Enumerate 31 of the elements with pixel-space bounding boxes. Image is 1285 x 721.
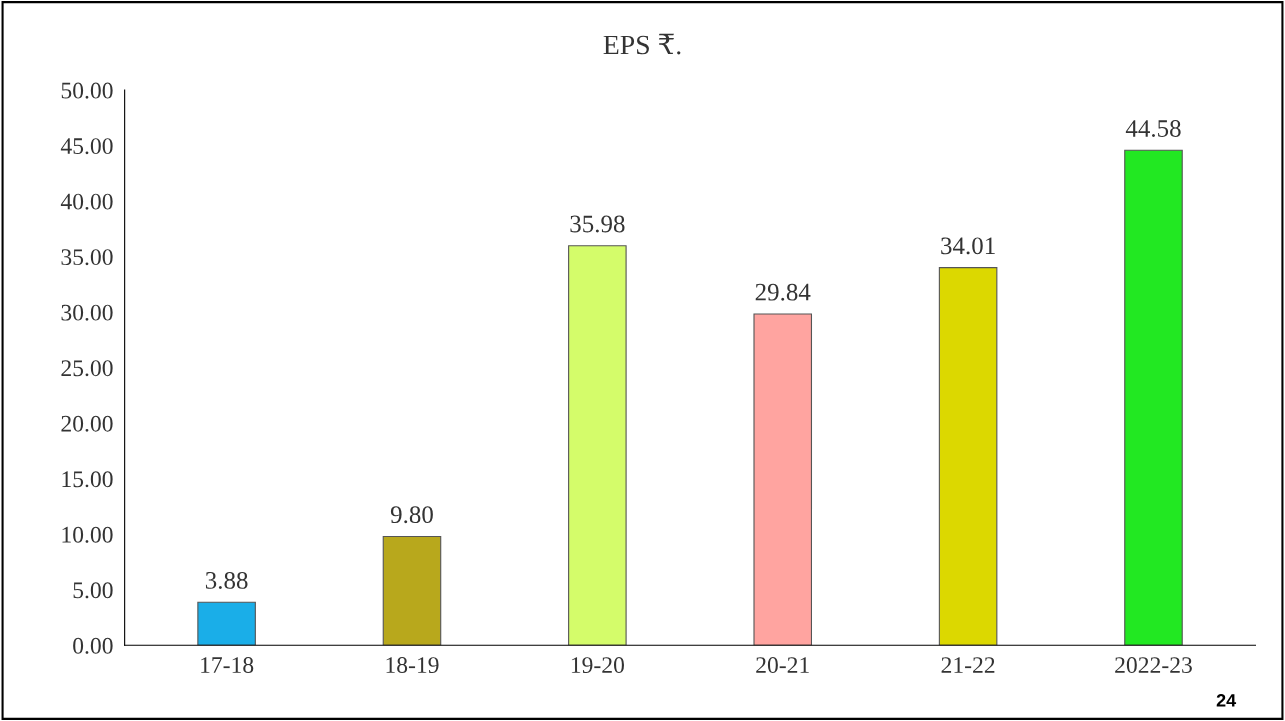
y-tick-label: 20.00 <box>61 415 113 432</box>
data-label: 35.98 <box>570 215 625 233</box>
x-tick-label: 20-21 <box>756 657 809 674</box>
data-label: 29.84 <box>755 283 811 301</box>
bar <box>1124 149 1183 646</box>
data-label: 44.58 <box>1125 120 1181 137</box>
data-label: 3.88 <box>205 571 248 589</box>
y-tick-label: 45.00 <box>60 138 113 155</box>
bar <box>382 535 442 646</box>
x-tick-label: 17-18 <box>201 657 254 674</box>
bar <box>197 601 256 646</box>
data-label: 9.80 <box>390 506 433 524</box>
y-tick-label: 10.00 <box>62 526 113 543</box>
x-tick-label: 21-22 <box>941 657 995 673</box>
y-tick-label: 15.00 <box>62 471 113 488</box>
bar <box>753 313 813 646</box>
y-tick-label: 25.00 <box>61 360 113 377</box>
chart-title: EPS ₹. <box>603 33 681 55</box>
y-tick-label: 30.00 <box>61 304 113 321</box>
y-tick-label: 50.00 <box>61 82 113 99</box>
x-tick-label: 19-20 <box>571 657 624 674</box>
bar <box>938 267 998 646</box>
data-label: 34.01 <box>941 237 995 255</box>
x-tick-label: 18-19 <box>386 657 439 674</box>
y-tick-label: 35.00 <box>61 249 113 266</box>
x-tick-label: 2022-23 <box>1115 657 1192 674</box>
y-tick-label: 0.00 <box>73 637 113 654</box>
y-tick-label: 40.00 <box>60 193 113 210</box>
text: 24 <box>1216 693 1237 707</box>
y-tick-label: 5.00 <box>73 582 113 599</box>
bar <box>568 245 627 646</box>
